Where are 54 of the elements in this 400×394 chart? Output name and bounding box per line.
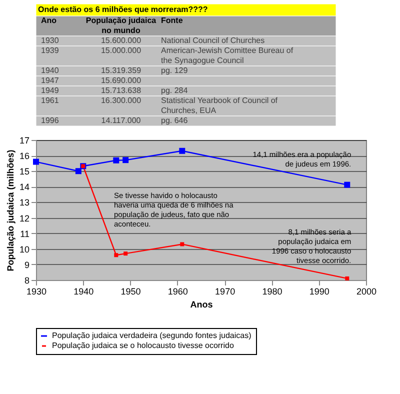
text: 1961 (41, 96, 60, 105)
y-tick-label: 12 (19, 213, 30, 224)
text: Fonte (161, 16, 184, 25)
y-tick-label: 17 (19, 136, 30, 146)
legend-label: População judaica se o holocausto tivesse ocorrido (52, 341, 234, 350)
point (179, 148, 186, 154)
y-tick-label: 8 (24, 276, 30, 286)
y-tick-label: 15 (19, 166, 30, 177)
text: População judaica no mundo (86, 16, 157, 35)
point (113, 157, 120, 164)
y-tick-label: 16 (19, 151, 30, 162)
point (344, 182, 350, 188)
text: 14.117.000 (101, 116, 142, 125)
point (122, 157, 129, 164)
y-tick-label: 9 (24, 260, 30, 270)
text: 15.319.359 (100, 66, 142, 75)
x-tick-label: 1990 (309, 286, 330, 296)
point (114, 253, 118, 258)
x-tick-label: 1930 (26, 286, 47, 296)
text: Ano (41, 16, 57, 25)
text: 16.300.000 (100, 96, 142, 105)
text: 1930 (41, 36, 60, 45)
text: pg. 284 (161, 86, 188, 95)
text: 1947 (41, 76, 60, 85)
text: 1949 (41, 86, 60, 95)
text: National Council of Churches (161, 36, 265, 45)
text: 1940 (41, 66, 60, 75)
text: pg. 129 (161, 66, 188, 75)
x-tick-label: 1960 (168, 286, 188, 296)
x-axis-title: Anos (190, 300, 213, 310)
text: pg. 646 (161, 116, 188, 125)
point (75, 168, 82, 174)
x-tick-label: 2000 (356, 286, 377, 296)
point (345, 276, 350, 280)
point (124, 252, 128, 256)
text: 15.713.638 (100, 86, 142, 95)
text: 15.690.000 (100, 76, 142, 85)
text: Onde estão os 6 milhões que morreram???? (38, 5, 208, 14)
text: 1996 (41, 116, 60, 125)
x-tick-label: 1980 (262, 286, 282, 296)
x-tick-label: 1970 (215, 286, 236, 296)
y-axis-title: População judaica (milhões) (5, 150, 16, 272)
point (33, 158, 39, 165)
text: 1939 (41, 46, 60, 55)
x-tick-label: 1940 (74, 286, 94, 296)
y-tick-label: 13 (19, 198, 30, 208)
text: 15.000.000 (100, 46, 142, 55)
text: 15.600.000 (100, 36, 142, 45)
y-tick-label: 14 (19, 182, 30, 192)
legend-label: População judaica verdadeira (segundo fontes judaicas) (52, 331, 252, 340)
y-tick-label: 11 (20, 228, 30, 239)
point (180, 242, 184, 246)
y-tick-label: 10 (19, 244, 30, 254)
x-tick-label: 1950 (120, 286, 141, 296)
